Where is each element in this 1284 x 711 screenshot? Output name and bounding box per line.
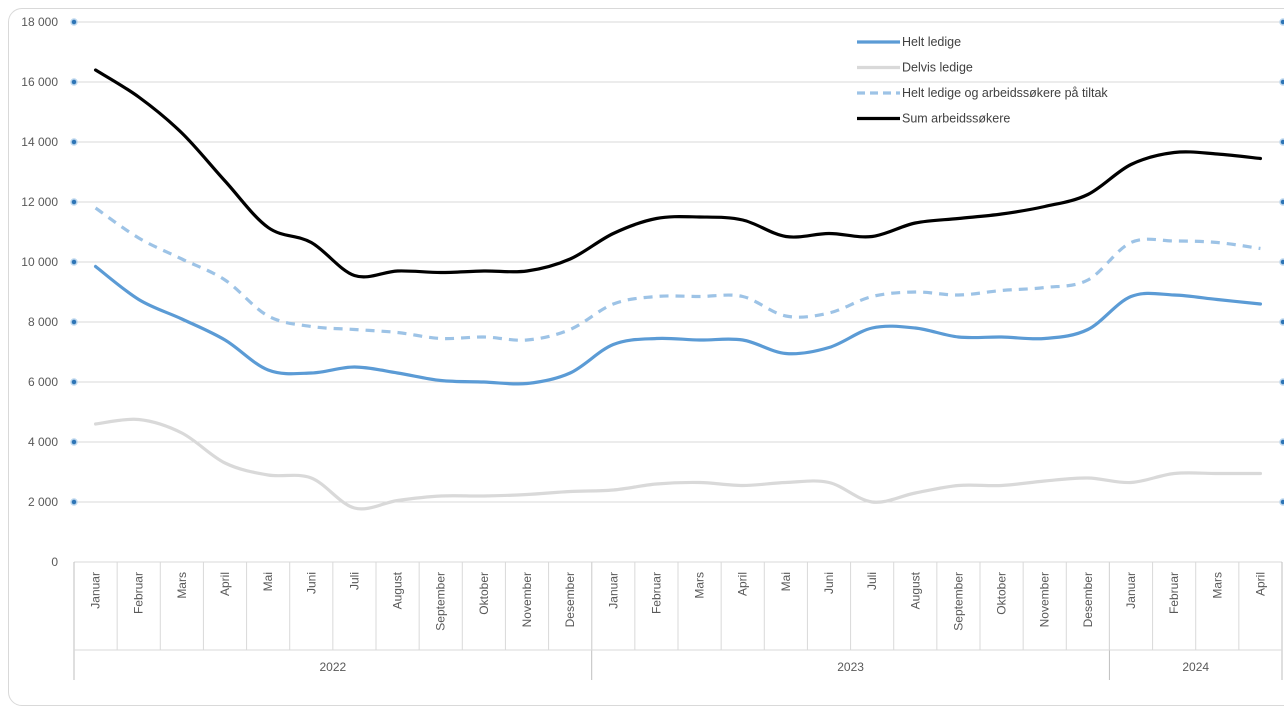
axis-marker-dot (1279, 258, 1284, 266)
axis-marker-dot (1279, 498, 1284, 506)
y-tick-label: 14 000 (21, 135, 58, 149)
year-label: 2022 (320, 660, 347, 674)
x-tick-label: Juli (865, 572, 879, 590)
y-tick-label: 0 (51, 555, 58, 569)
x-tick-label: Mai (261, 572, 275, 591)
x-tick-label: Februar (1167, 572, 1181, 614)
axis-marker-dot (1279, 78, 1284, 86)
axis-marker-dot (70, 198, 78, 206)
x-tick-label: Desember (563, 572, 577, 627)
x-tick-label: September (951, 572, 965, 631)
gridlines (74, 21, 1282, 563)
x-tick-label: August (391, 571, 405, 609)
y-axis: 0 2 000 4 000 6 000 8 000 10 000 12 000 14 000 1… (21, 15, 1284, 569)
legend-label: Helt ledige og arbeidssøkere på tiltak (902, 86, 1108, 100)
x-tick-label: August (908, 571, 922, 609)
legend-label: Delvis ledige (902, 61, 973, 75)
x-tick-label: Juni (822, 572, 836, 594)
series-line-1 (93, 264, 1263, 386)
x-tick-label: Februar (132, 572, 146, 614)
year-label: 2024 (1182, 660, 1209, 674)
y-tick-label: 12 000 (21, 195, 58, 209)
year-label: 2023 (837, 660, 864, 674)
series-line-3 (94, 206, 1261, 342)
x-tick-label: September (434, 572, 448, 631)
axis-marker-dot (70, 258, 78, 266)
x-tick-label: April (1253, 572, 1267, 596)
x-tick-label: Desember (1081, 572, 1095, 627)
y-tick-label: 18 000 (21, 15, 58, 29)
series-line-4 (93, 68, 1263, 279)
axis-marker-dot (1279, 318, 1284, 326)
x-tick-label: Oktober (995, 572, 1009, 615)
axis-marker-dot (70, 498, 78, 506)
x-tick-label: April (218, 572, 232, 596)
axis-marker-dot (1279, 438, 1284, 446)
x-tick-label: Mai (779, 572, 793, 591)
y-tick-label: 8 000 (28, 315, 58, 329)
plot-area (93, 68, 1263, 511)
x-tick-label: Oktober (477, 572, 491, 615)
axis-marker-dot (1279, 378, 1284, 386)
axis-marker-dot (70, 378, 78, 386)
axis-marker-dot (70, 78, 78, 86)
axis-marker-dot (1279, 198, 1284, 206)
axis-marker-dot (1279, 138, 1284, 146)
x-tick-label: Mars (693, 572, 707, 599)
y-tick-label: 16 000 (21, 75, 58, 89)
x-tick-label: Mars (1210, 572, 1224, 599)
y-tick-label: 10 000 (21, 255, 58, 269)
x-tick-label: November (520, 572, 534, 627)
legend-label: Helt ledige (902, 35, 961, 49)
axis-marker-dot (70, 138, 78, 146)
x-tick-label: Januar (89, 572, 103, 609)
x-axis: Januar Februar Mars April Mai Juni Juli August S… (73, 562, 1283, 680)
y-tick-label: 2 000 (28, 495, 58, 509)
y-tick-label: 4 000 (28, 435, 58, 449)
x-tick-label: Februar (649, 572, 663, 614)
y-tick-label: 6 000 (28, 375, 58, 389)
axis-marker-dot (70, 318, 78, 326)
x-tick-label: Juni (304, 572, 318, 594)
x-tick-label: April (736, 572, 750, 596)
axis-marker-dot (70, 438, 78, 446)
x-tick-label: Januar (606, 572, 620, 609)
axis-marker-dot (1279, 18, 1284, 26)
chart-frame (8, 8, 1284, 706)
x-tick-label: November (1038, 572, 1052, 627)
x-tick-label: Mars (175, 572, 189, 599)
x-tick-label: Januar (1124, 572, 1138, 609)
x-tick-label: Juli (347, 572, 361, 590)
legend: Helt ledige Delvis ledige Helt ledige og a… (857, 35, 1108, 126)
series-line-2 (93, 417, 1263, 511)
axis-marker-dot (70, 18, 78, 26)
legend-label: Sum arbeidssøkere (902, 112, 1010, 126)
